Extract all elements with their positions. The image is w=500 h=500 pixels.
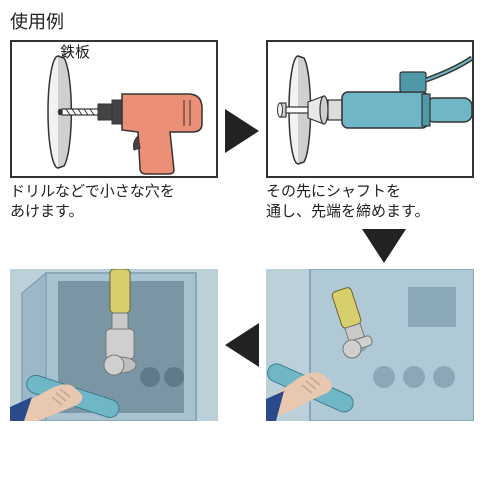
page-title: 使用例 [10, 8, 490, 34]
panel-step1: 鉄板 ドリルなどで小さな穴を あけます。 [10, 40, 218, 223]
photo-step4 [10, 269, 218, 421]
drill-body [122, 94, 202, 174]
arrow-down-icon [362, 229, 406, 263]
caption-step2: その先にシャフトを 通し、先端を締めます。 [266, 182, 474, 223]
panel-step4 [10, 269, 218, 421]
row-bottom [10, 269, 490, 421]
arrow-down-wrap [10, 229, 490, 263]
tip-nut [278, 103, 287, 117]
drill-chuck [98, 100, 122, 124]
panel-step3 [266, 269, 474, 421]
diagram-step1: 鉄板 [10, 40, 218, 178]
caption-step1: ドリルなどで小さな穴を あけます。 [10, 182, 218, 223]
arrow-left [222, 275, 262, 415]
diagram-step2 [266, 40, 474, 178]
tool-body [328, 58, 472, 128]
step1-svg [12, 42, 216, 176]
arrow-right-icon [225, 109, 259, 153]
plate-label: 鉄板 [60, 41, 90, 62]
step3-svg [266, 269, 474, 421]
drill-bit [62, 109, 100, 115]
row-top: 鉄板 ドリルなどで小さな穴を あけます。 [10, 40, 490, 223]
arrow-right [222, 61, 262, 201]
arrow-left-icon [225, 323, 259, 367]
panel-step2: その先にシャフトを 通し、先端を締めます。 [266, 40, 474, 223]
photo-step3 [266, 269, 474, 421]
step2-svg [268, 42, 472, 176]
step4-svg [10, 269, 218, 421]
